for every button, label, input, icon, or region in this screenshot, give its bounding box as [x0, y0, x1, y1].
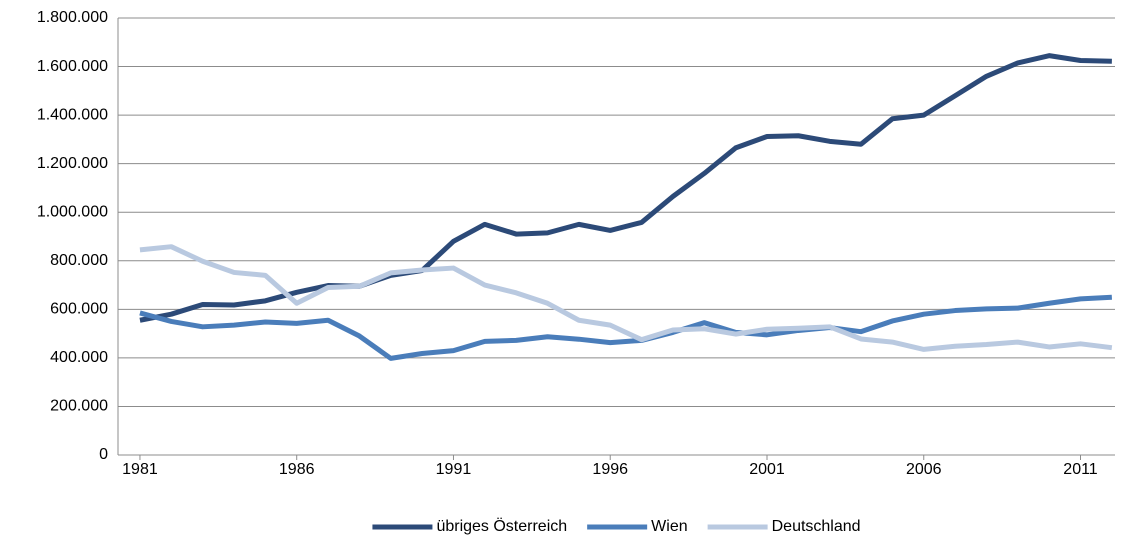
y-tick-label: 1.600.000: [37, 58, 108, 75]
x-tick-label: 1981: [122, 461, 158, 478]
x-tick-label: 2001: [749, 461, 785, 478]
y-tick-label: 1.400.000: [37, 106, 108, 123]
x-tick-label: 1996: [592, 461, 628, 478]
x-tick-label: 2006: [906, 461, 942, 478]
y-tick-label: 400.000: [50, 349, 108, 366]
y-tick-label: 1.000.000: [37, 203, 108, 220]
series-line: [139, 294, 1112, 361]
y-tick-label: 0: [99, 446, 108, 463]
series-line: [139, 53, 1112, 323]
legend-label: übriges Österreich: [436, 517, 567, 535]
x-tick-label: 1986: [279, 461, 315, 478]
y-tick-label: 600.000: [50, 301, 108, 318]
legend-label: Deutschland: [772, 518, 861, 535]
x-tick-label: 2011: [1063, 461, 1098, 478]
series-line: [139, 244, 1113, 352]
y-tick-label: 800.000: [50, 252, 108, 269]
y-tick-label: 1.200.000: [37, 155, 108, 172]
y-tick-label: 200.000: [50, 398, 108, 415]
y-tick-label: 1.800.000: [37, 9, 108, 26]
legend-label: Wien: [651, 518, 687, 535]
x-tick-label: 1991: [436, 461, 472, 478]
